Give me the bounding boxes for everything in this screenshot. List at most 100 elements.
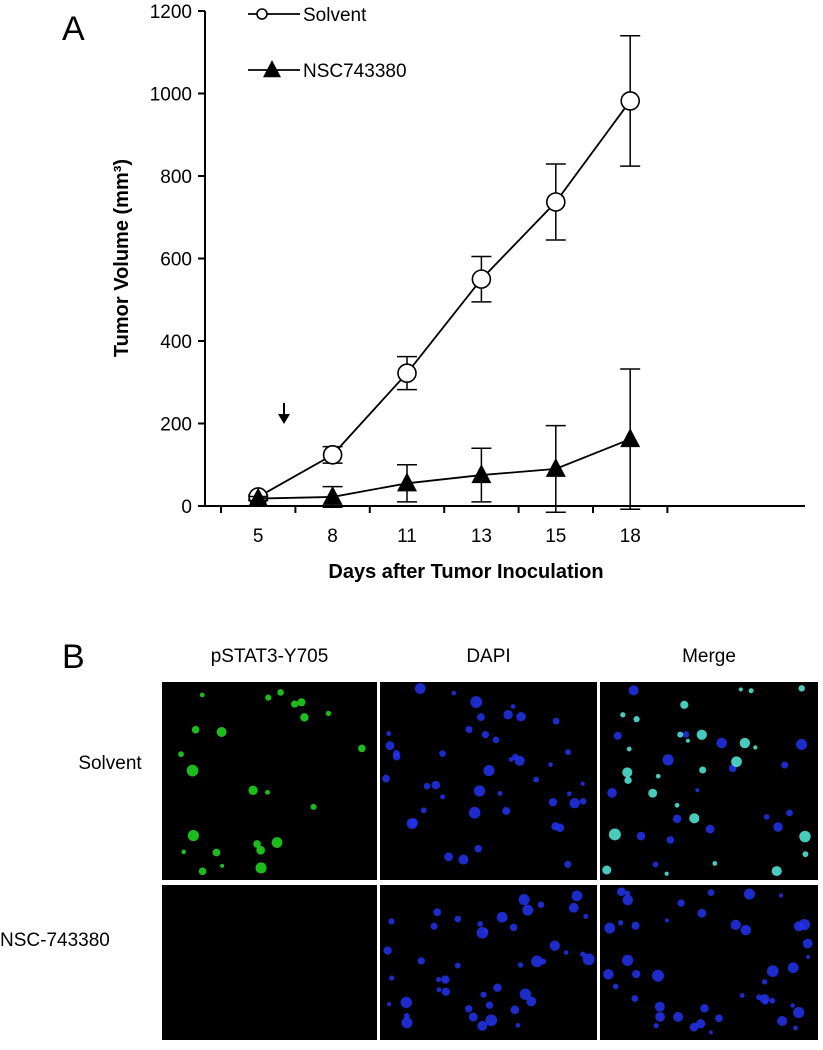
nucleus [712, 861, 718, 866]
nucleus [705, 824, 715, 834]
nucleus [653, 1022, 659, 1029]
nucleus [607, 788, 617, 798]
nucleus [666, 836, 675, 844]
nucleus [552, 717, 560, 725]
column-header: Merge [682, 646, 736, 667]
marker [322, 485, 343, 505]
nucleus [386, 731, 392, 737]
nucleus [773, 822, 783, 832]
nucleus [555, 823, 565, 832]
nucleus [622, 954, 634, 966]
nucleus [549, 940, 560, 951]
image-panel [600, 885, 818, 1040]
nucleus [673, 1011, 684, 1022]
nucleus [265, 789, 271, 795]
x-tick-label: 8 [327, 526, 338, 547]
nucleus [685, 738, 690, 743]
nucleus [516, 711, 526, 722]
nucleus [613, 731, 622, 740]
nucleus [440, 794, 446, 800]
nucleus [612, 983, 619, 990]
nucleus [423, 782, 431, 790]
nucleus [496, 911, 508, 923]
nucleus [297, 698, 306, 707]
micrograph [600, 885, 818, 1040]
nucleus [798, 685, 805, 692]
y-tick-label: 800 [160, 167, 192, 188]
nucleus [383, 946, 392, 955]
nucleus [465, 725, 473, 734]
row-label: NSC-743380 [0, 930, 110, 951]
image-panel [380, 885, 597, 1040]
nucleus [199, 692, 205, 698]
nucleus [503, 709, 513, 720]
nucleus [385, 741, 395, 751]
nucleus [277, 689, 284, 696]
nucleus [624, 776, 632, 785]
nucleus [564, 860, 572, 868]
nucleus [212, 848, 221, 857]
nucleus [481, 731, 489, 739]
legend-label: NSC743380 [303, 61, 407, 82]
nucleus [485, 1014, 498, 1027]
line [258, 438, 631, 500]
nucleus [454, 962, 461, 969]
nucleus [708, 1030, 713, 1035]
nucleus [358, 744, 366, 753]
nucleus [400, 996, 413, 1009]
nucleus [697, 908, 707, 918]
nucleus [622, 767, 633, 778]
nucleus [677, 899, 685, 907]
nucleus [793, 921, 804, 932]
nucleus [187, 829, 199, 842]
nucleus [740, 924, 752, 936]
marker [545, 457, 566, 477]
nucleus [655, 773, 661, 779]
nucleus [738, 687, 743, 692]
nucleus [430, 922, 438, 930]
nucleus [707, 889, 715, 897]
x-axis-label: Days after Tumor Inoculation [328, 561, 603, 583]
nucleus [664, 918, 669, 923]
nucleus [485, 1001, 494, 1009]
nucleus [569, 798, 580, 809]
nucleus [510, 1005, 520, 1015]
nucleus [451, 690, 457, 696]
nucleus [393, 750, 400, 757]
nucleus [417, 957, 425, 965]
nucleus [802, 851, 809, 858]
nucleus [636, 831, 646, 841]
nucleus [696, 1019, 706, 1029]
y-tick-label: 0 [181, 497, 192, 518]
nucleus [531, 955, 543, 968]
nucleus [730, 919, 741, 930]
nucleus [700, 1003, 709, 1013]
marker [545, 192, 566, 212]
nucleus [510, 704, 516, 709]
nucleus [310, 803, 317, 810]
nucleus [777, 1016, 788, 1027]
nucleus [739, 737, 751, 749]
nucleus [477, 1020, 488, 1031]
image-panel [162, 885, 377, 1040]
nucleus [799, 830, 811, 843]
nucleus [468, 806, 481, 819]
nucleus [796, 738, 808, 750]
line [257, 100, 631, 498]
nucleus [617, 887, 626, 897]
nucleus [662, 754, 674, 766]
nucleus [672, 814, 682, 824]
nucleus [793, 1007, 805, 1019]
nucleus [470, 696, 483, 708]
nucleus [537, 901, 545, 908]
micrograph [600, 682, 818, 880]
marker [620, 428, 641, 448]
nucleus [608, 828, 621, 841]
panel-label: B [62, 638, 85, 676]
nucleus [508, 757, 514, 762]
nucleus [509, 923, 518, 932]
nucleus [579, 797, 587, 805]
nucleus [515, 1022, 521, 1028]
nucleus [439, 750, 446, 757]
micrograph [162, 682, 377, 880]
